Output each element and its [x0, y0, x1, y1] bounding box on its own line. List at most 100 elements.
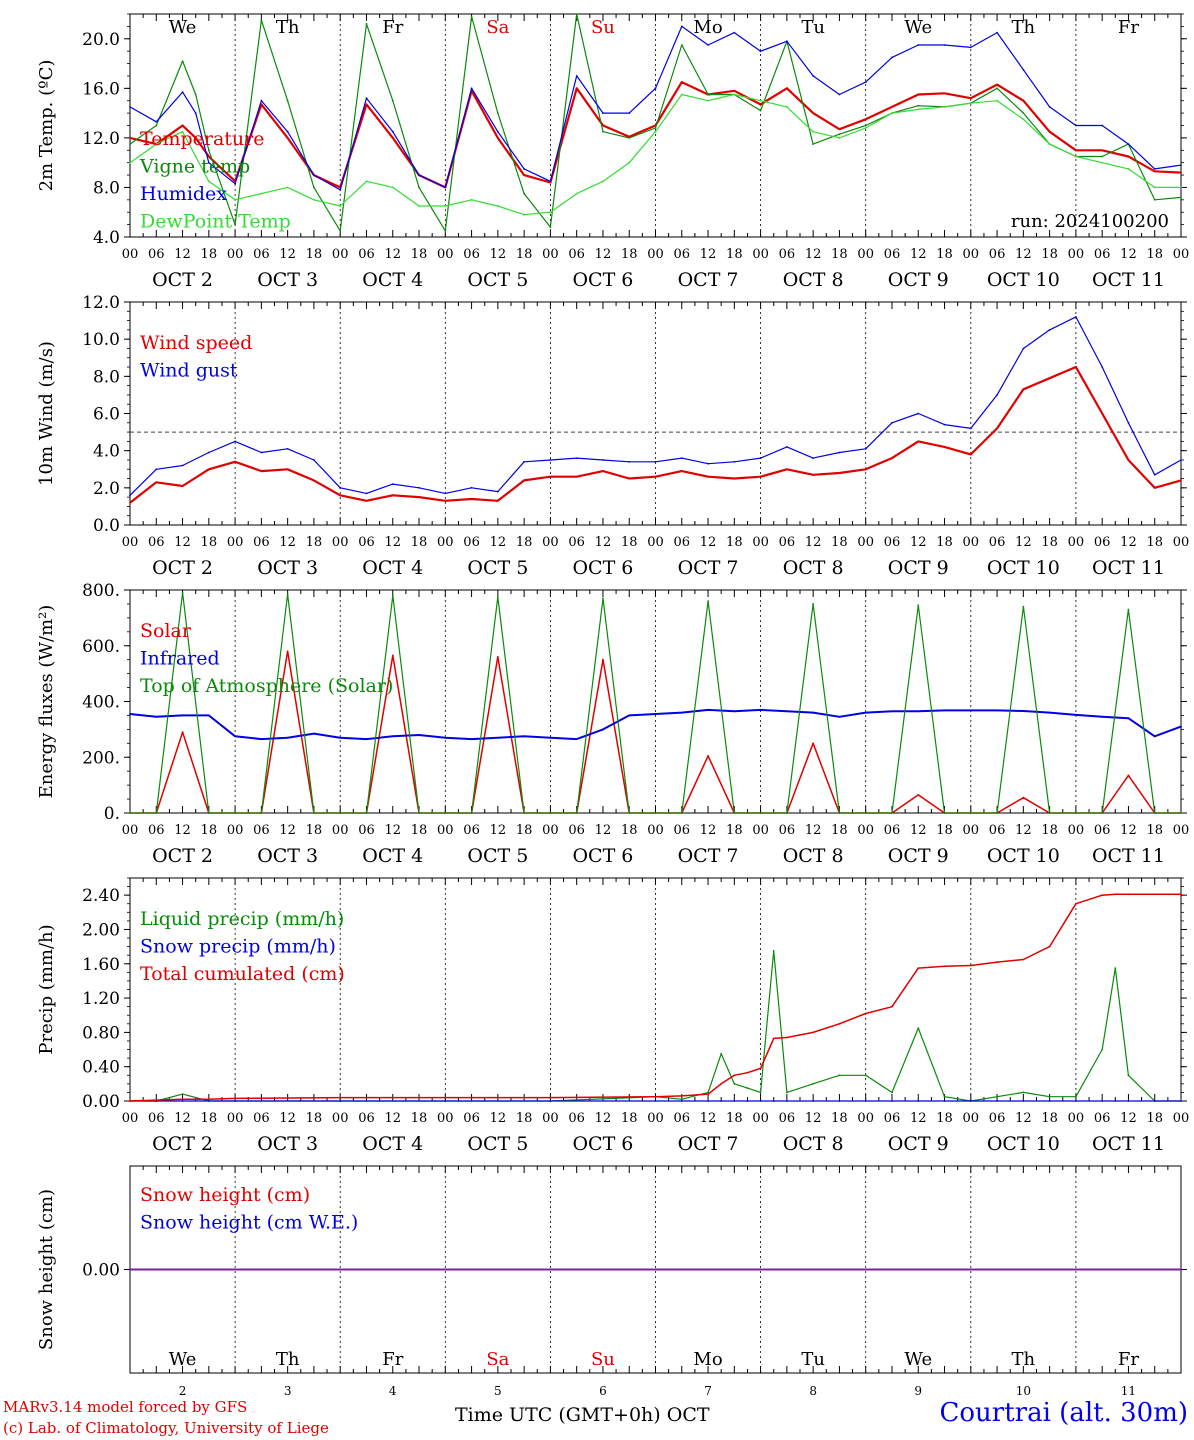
- hour-label: 00: [857, 535, 874, 550]
- data-point: [891, 112, 893, 114]
- data-point: [1153, 735, 1156, 738]
- data-point: [496, 130, 499, 133]
- day-number-label: 4: [389, 1384, 397, 1398]
- hour-label: 18: [621, 247, 638, 262]
- hour-label: 00: [542, 1111, 559, 1126]
- data-point: [339, 1096, 342, 1099]
- data-point: [496, 205, 499, 207]
- site-title: Courtrai (alt. 30m): [939, 1398, 1189, 1428]
- data-point: [838, 133, 841, 136]
- data-point: [523, 168, 525, 170]
- hour-label: 06: [1094, 535, 1111, 550]
- data-point: [917, 967, 920, 969]
- data-point: [207, 1098, 210, 1101]
- data-point: [602, 124, 604, 127]
- date-label: OCT 3: [257, 557, 318, 579]
- hour-label: 12: [700, 247, 717, 262]
- data-point: [207, 812, 210, 814]
- data-point: [733, 710, 736, 713]
- data-point: [759, 1067, 762, 1070]
- hour-label: 00: [1173, 535, 1190, 550]
- data-point: [1075, 124, 1077, 127]
- hour-label: 00: [963, 535, 980, 550]
- date-label: OCT 8: [783, 1133, 844, 1155]
- data-point: [496, 499, 499, 502]
- data-point: [575, 812, 578, 814]
- data-point: [786, 1100, 788, 1102]
- data-point: [523, 213, 525, 216]
- date-label: OCT 9: [888, 1133, 949, 1155]
- data-point: [654, 1100, 657, 1102]
- weekday-label: Th: [1012, 17, 1036, 38]
- data-point: [786, 710, 788, 713]
- data-point: [654, 87, 657, 90]
- data-point: [260, 812, 263, 814]
- hour-label: 18: [411, 535, 428, 550]
- data-point: [602, 130, 604, 133]
- data-point: [733, 477, 736, 480]
- time-axis-label: Time UTC (GMT+0h) OCT: [455, 1404, 710, 1426]
- data-point: [838, 93, 841, 96]
- data-point: [969, 1100, 972, 1102]
- hour-label: 12: [279, 247, 296, 262]
- data-point: [943, 1095, 946, 1098]
- hour-label: 00: [227, 823, 244, 838]
- hour-label: 18: [516, 247, 533, 262]
- data-point: [1075, 316, 1077, 318]
- data-point: [129, 812, 131, 814]
- data-point: [1127, 143, 1130, 146]
- data-point: [812, 1031, 814, 1034]
- hour-label: 00: [332, 1111, 349, 1126]
- data-point: [365, 97, 368, 100]
- data-point: [365, 812, 368, 814]
- hour-label: 06: [989, 823, 1006, 838]
- hour-label: 18: [411, 247, 428, 262]
- hour-label: 18: [726, 247, 743, 262]
- date-label: OCT 11: [1092, 557, 1165, 579]
- hour-label: 00: [332, 247, 349, 262]
- data-point: [1022, 605, 1025, 608]
- hour-label: 12: [279, 823, 296, 838]
- data-point: [969, 709, 972, 712]
- data-point: [1075, 714, 1077, 716]
- data-point: [1127, 421, 1130, 424]
- data-point: [1101, 366, 1104, 368]
- date-label: OCT 6: [572, 557, 633, 579]
- weekday-label: Sa: [486, 1349, 509, 1370]
- model-credit-line2: (c) Lab. of Climatology, University of L…: [3, 1419, 329, 1437]
- data-point: [1127, 168, 1130, 170]
- data-point: [418, 174, 420, 177]
- hour-label: 00: [1173, 823, 1190, 838]
- data-point: [943, 44, 946, 46]
- data-point: [1022, 347, 1025, 350]
- data-point: [602, 658, 604, 661]
- data-point: [496, 137, 499, 139]
- data-point: [864, 81, 867, 83]
- data-point: [1101, 1048, 1104, 1051]
- data-point: [917, 440, 920, 443]
- hour-label: 18: [726, 1111, 743, 1126]
- hour-label: 12: [384, 1111, 401, 1126]
- data-point: [996, 812, 998, 814]
- data-point: [838, 715, 841, 718]
- data-point: [391, 186, 394, 189]
- data-point: [680, 1100, 683, 1102]
- hour-label: 18: [516, 1111, 533, 1126]
- data-point: [891, 1091, 893, 1094]
- y-tick-label: 8.0: [93, 367, 120, 387]
- hour-label: 12: [595, 535, 612, 550]
- data-point: [1048, 329, 1051, 331]
- hour-label: 00: [857, 247, 874, 262]
- date-label: OCT 10: [987, 1133, 1060, 1155]
- data-point: [602, 459, 604, 461]
- data-point: [786, 106, 788, 108]
- data-point: [996, 1100, 998, 1102]
- hour-label: 18: [516, 535, 533, 550]
- data-point: [549, 812, 552, 814]
- data-point: [969, 46, 972, 49]
- hour-label: 18: [1041, 1111, 1058, 1126]
- data-point: [1153, 198, 1156, 201]
- hour-label: 06: [884, 535, 901, 550]
- hour-label: 12: [490, 535, 507, 550]
